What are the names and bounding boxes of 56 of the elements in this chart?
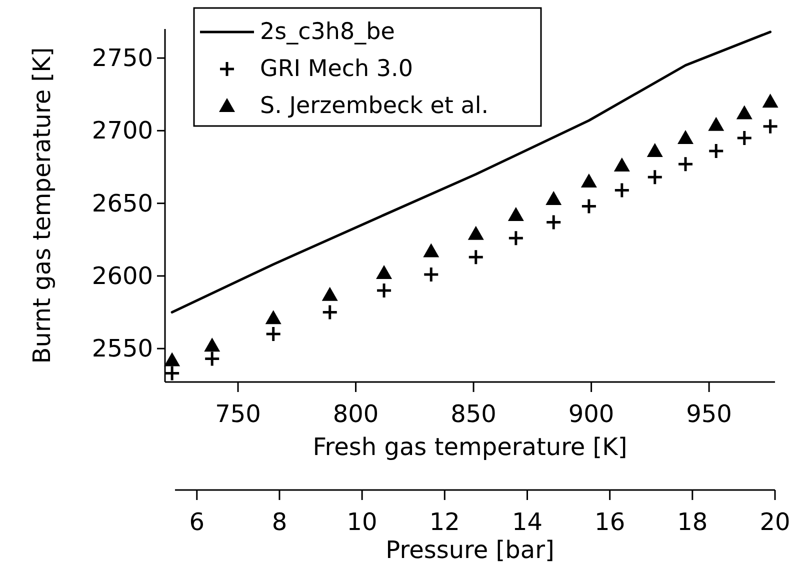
x2-tick-label: 10	[346, 508, 378, 536]
point	[468, 226, 484, 240]
point	[546, 190, 562, 205]
point	[736, 105, 752, 120]
point	[762, 118, 779, 135]
point	[545, 214, 562, 230]
x-tick-label: 900	[568, 400, 614, 428]
x2-tick-label: 12	[429, 508, 460, 536]
point	[468, 248, 484, 266]
point	[677, 156, 694, 172]
point	[164, 365, 180, 382]
y-tick-label: 2750	[92, 44, 153, 72]
point	[736, 130, 753, 146]
y-axis-title: Burnt gas temperature [K]	[28, 47, 56, 364]
point	[614, 182, 630, 198]
point	[762, 94, 778, 108]
point	[204, 338, 220, 352]
point	[423, 243, 440, 258]
point	[322, 304, 338, 321]
point	[376, 265, 392, 280]
x2-tick-label: 20	[760, 508, 790, 536]
point	[322, 286, 338, 301]
x-tick-label: 750	[215, 400, 261, 428]
point	[508, 230, 524, 246]
x-tick-label: 950	[686, 400, 732, 428]
point	[508, 206, 524, 221]
point	[646, 143, 663, 158]
x2-tick-label: 14	[512, 508, 543, 536]
x2-axis-title: Pressure [bar]	[386, 536, 554, 564]
x-tick-label: 800	[332, 400, 379, 428]
point	[376, 282, 392, 299]
x2-tick-label: 6	[189, 508, 205, 536]
y-tick-label: 2600	[92, 262, 153, 290]
point	[265, 310, 282, 324]
point	[422, 266, 440, 283]
x2-tick-label: 18	[677, 508, 708, 536]
x-tick-label: 850	[450, 400, 496, 428]
point	[164, 352, 180, 366]
point	[204, 350, 220, 368]
point	[678, 130, 694, 144]
point	[708, 116, 724, 131]
y-tick-label: 2550	[92, 334, 153, 363]
y-tick-label: 2650	[92, 189, 153, 218]
x-axis-title: Fresh gas temperature [K]	[312, 433, 628, 461]
point	[708, 142, 724, 160]
point	[614, 158, 630, 172]
legend-label: 2s_c3h8_be	[260, 19, 395, 45]
point	[580, 198, 598, 214]
legend-label: S. Jerzembeck et al.	[260, 93, 489, 119]
y-tick-label: 2700	[92, 116, 153, 145]
point	[646, 168, 664, 186]
x2-tick-label: 16	[594, 508, 626, 536]
point	[265, 326, 282, 342]
x2-tick-label: 8	[272, 508, 288, 536]
point	[580, 174, 597, 188]
legend-label: GRI Mech 3.0	[260, 56, 414, 82]
